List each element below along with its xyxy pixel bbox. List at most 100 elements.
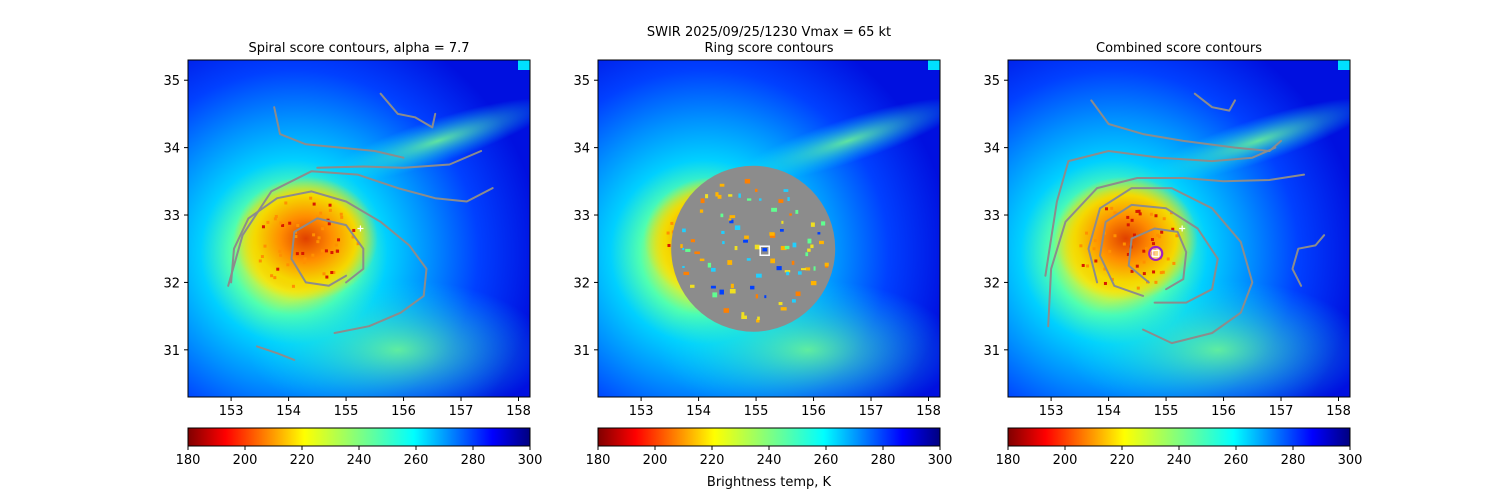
ring-contour-gap [682,228,686,233]
contour-line [1044,146,1277,277]
ring-contour-gap [729,288,736,294]
cold-pixel [667,243,671,247]
cold-pixel [1094,259,1098,263]
cold-pixel [273,276,277,280]
x-tick-label: 153 [219,404,244,419]
ring-contour-gap [792,242,797,248]
brightness-image [1008,60,1350,397]
ring-contour-gap [720,213,724,218]
center-plus-marker [357,225,364,232]
cold-pixel [1108,249,1112,253]
ring-contour-gap [682,247,685,251]
ring-contour-gap [810,244,814,249]
x-tick-label: 154 [276,404,301,419]
contour-line [1090,99,1282,152]
cold-pixel [1151,242,1155,246]
cold-pixel [1079,244,1083,248]
cold-pixel [321,227,325,231]
cold-pixel [1171,227,1175,231]
cold-pixel [352,228,356,232]
ring-contour-gap [764,295,767,299]
ring-contour-gap [780,245,787,251]
axes-frame [1007,59,1351,398]
ring-contour-gap [795,291,801,297]
colorbar-tick-label: 200 [643,453,668,468]
x-tick-label: 158 [916,404,941,419]
ring-contour-gap [734,245,738,251]
contour-line [227,170,494,287]
y-tick-label: 31 [163,344,180,359]
ring-contour-gap [787,197,790,202]
ring-contour-gap [705,194,709,199]
cold-pixel [339,212,343,216]
y-tick-label: 34 [163,142,180,157]
contour-group [227,92,494,361]
y-tick-label: 33 [983,209,1000,224]
ring-contour-gap [743,239,748,243]
cold-pixel [1152,270,1156,274]
cold-pixel [1113,234,1117,238]
cold-pixel [324,249,328,253]
northern-rainband [1143,98,1350,184]
ring-contour-gap [795,209,799,214]
cold-pixel [1144,247,1148,251]
ring-contour-gap [779,228,784,232]
ring-contour-gap [810,280,817,286]
colorbar-tick-label: 260 [814,453,839,468]
colorbar-tick-label: 240 [1167,453,1192,468]
panel-title: Spiral score contours, alpha = 7.7 [248,41,469,56]
cold-pixel [270,274,274,278]
cold-pixel [281,223,285,227]
ring-contour-gap [780,307,787,311]
center-square-marker [1152,249,1160,258]
cold-pixel [1122,242,1126,246]
cold-pixel [316,215,320,219]
ring-contour-gap [757,316,760,320]
brightness-image [188,60,530,397]
ring-contour-gap [741,315,747,320]
x-tick-label: 153 [629,404,654,419]
x-tick-label: 153 [1039,404,1064,419]
cold-pixel [321,249,325,253]
cold-pixel [1136,286,1140,290]
x-tick-label: 156 [1211,404,1236,419]
contour-line [290,217,365,287]
colorbar-tick-label: 280 [871,453,896,468]
cold-pixel [1105,207,1109,211]
panel-1: 153 154 155 156 157 158 31 32 33 34 35 Spiral score… [163,41,542,468]
cold-pixel [279,253,283,257]
cold-pixel [276,267,280,271]
ring-contour-gap [813,266,816,271]
cold-pixel [263,244,267,248]
colorbar-tick-label: 200 [233,453,258,468]
ring-contour-gap [690,239,695,243]
cold-pixel [356,242,360,246]
ring-contour-gap [791,260,795,265]
cold-pixel [1166,257,1170,261]
ring-contour-gap [715,192,719,197]
cold-pixel [1154,214,1158,218]
cold-pixel [1086,264,1090,268]
figure-suptitle: SWIR 2025/09/25/1230 Vmax = 65 kt [647,25,891,40]
cold-pixel [1085,231,1089,235]
cold-pixel [309,196,313,200]
colorbar [187,427,531,447]
ring-contour-gap [717,194,722,199]
ring-contour-gap [821,221,826,226]
ring-contour-gap [728,218,732,221]
ring-contour-gap [721,230,725,234]
panels: 153 154 155 156 157 158 31 32 33 34 35 Spiral score… [163,41,1362,468]
cold-pixel [330,251,334,255]
colorbar-label: Brightness temp, K [707,475,832,490]
ring-contour-gap [776,266,782,271]
x-tick-label: 158 [1326,404,1351,419]
central-dense-overcast [1053,176,1198,301]
ring-contour-gap [741,312,745,317]
colorbar-tick-label: 240 [757,453,782,468]
panel-title: Combined score contours [1096,41,1262,56]
colorbar-tick-label: 240 [347,453,372,468]
ring-contour-gap [805,252,809,257]
x-tick-label: 157 [449,404,474,419]
ring-contour-gap [728,194,733,197]
ring-contour-gap [750,285,755,290]
